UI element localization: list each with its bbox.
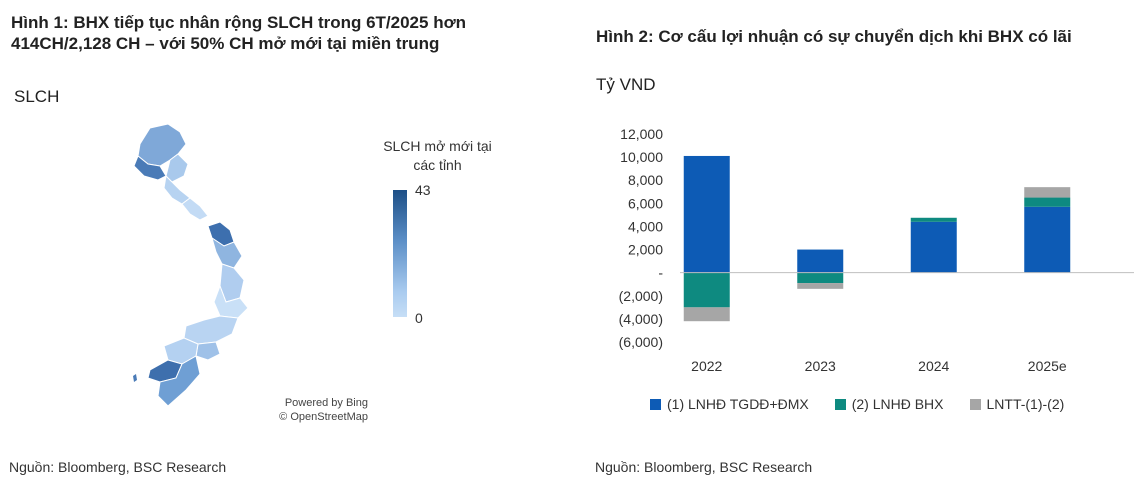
- y-tick-label: (4,000): [619, 311, 663, 327]
- figure2-title: Hình 2: Cơ cấu lợi nhuận có sự chuyển dị…: [596, 27, 1072, 46]
- x-tick-label: 2024: [918, 358, 949, 374]
- figure2-unit-label: Tỷ VND: [596, 75, 656, 94]
- map-attribution-osm: © OpenStreetMap: [279, 411, 368, 423]
- legend-item-series-2[interactable]: (2) LNHĐ BHX: [834, 396, 944, 412]
- x-tick-label: 2023: [805, 358, 836, 374]
- x-axis: 2022 2023 2024 2025e: [691, 358, 1067, 374]
- x-tick-label: 2022: [691, 358, 722, 374]
- legend-swatch-series-3: [969, 398, 981, 410]
- bar-2025e-series-2[interactable]: [1024, 197, 1071, 207]
- figure1-title: Hình 1: BHX tiếp tục nhân rộng SLCH tron…: [11, 13, 467, 53]
- legend-swatch-series-2: [834, 398, 846, 410]
- legend-label-series-3: LNTT-(1)-(2): [986, 396, 1065, 412]
- map-region-southeast[interactable]: [183, 315, 239, 345]
- map-region-thanh-hoa[interactable]: [163, 174, 191, 205]
- vietnam-map[interactable]: [120, 120, 380, 420]
- map-legend-title: SLCH mở mới tại các tỉnh: [383, 138, 492, 173]
- y-tick-label: 10,000: [620, 149, 663, 165]
- bar-2025e-series-3[interactable]: [1024, 187, 1071, 198]
- map-region-mekong-south[interactable]: [157, 355, 201, 407]
- y-tick-label: 12,000: [620, 126, 663, 142]
- x-tick-label: 2025e: [1028, 358, 1067, 374]
- map-legend-min: 0: [415, 310, 423, 326]
- figure1-panel: Hình 1: BHX tiếp tục nhân rộng SLCH tron…: [0, 0, 560, 487]
- figure2-panel: Hình 2: Cơ cấu lợi nhuận có sự chuyển dị…: [590, 0, 1134, 487]
- y-tick-label: 2,000: [628, 242, 663, 258]
- figure2-source: Nguồn: Bloomberg, BSC Research: [595, 459, 813, 475]
- map-region-hanoi[interactable]: [133, 155, 167, 181]
- bar-2023-series-1[interactable]: [797, 249, 844, 273]
- map-region-south-central[interactable]: [213, 284, 249, 319]
- y-tick-label: 6,000: [628, 195, 663, 211]
- map-region-hcmc[interactable]: [195, 341, 221, 361]
- map-region-nghe-an[interactable]: [181, 197, 209, 221]
- legend-label-series-2: (2) LNHĐ BHX: [851, 396, 944, 412]
- legend-item-series-1[interactable]: (1) LNHĐ TGDĐ+ĐMX: [650, 396, 809, 412]
- y-tick-label: 8,000: [628, 172, 663, 188]
- y-tick-label: (2,000): [619, 288, 663, 304]
- bar-2023-series-2[interactable]: [797, 272, 844, 284]
- map-region-quang-nam[interactable]: [207, 221, 235, 247]
- map-legend-max: 43: [415, 182, 431, 198]
- profit-structure-chart: 12,000 10,000 8,000 6,000 4,000 2,000 - (2,000)…: [619, 126, 1134, 374]
- y-tick-label: 4,000: [628, 218, 663, 234]
- y-axis: 12,000 10,000 8,000 6,000 4,000 2,000 - (2,000)…: [619, 126, 664, 350]
- legend-item-series-3[interactable]: LNTT-(1)-(2): [969, 396, 1065, 412]
- bar-2025e-series-1[interactable]: [1024, 206, 1071, 273]
- legend-swatch-series-1: [650, 398, 661, 410]
- bar-2022-series-2[interactable]: [683, 272, 730, 308]
- figure1-source: Nguồn: Bloomberg, BSC Research: [9, 459, 227, 475]
- bar-2022-series-1[interactable]: [683, 155, 730, 273]
- legend-label-series-1: (1) LNHĐ TGDĐ+ĐMX: [667, 396, 809, 412]
- y-tick-label: (6,000): [619, 334, 663, 350]
- map-region-central-highlands-north[interactable]: [211, 236, 243, 269]
- map-region-phu-quoc[interactable]: [133, 374, 137, 382]
- bar-2022-series-3[interactable]: [683, 307, 730, 322]
- bar-series-group: [683, 155, 1071, 322]
- map-attribution-bing: Powered by Bing: [284, 397, 368, 409]
- bar-2023-series-3[interactable]: [797, 283, 844, 289]
- figure1-unit-label: SLCH: [14, 87, 60, 106]
- bar-2024-series-1[interactable]: [910, 221, 957, 273]
- y-tick-label: -: [658, 265, 663, 281]
- chart-legend: (1) LNHĐ TGDĐ+ĐMX (2) LNHĐ BHX LNTT-(1)-…: [650, 396, 1090, 412]
- map-legend-color-scale: [393, 190, 407, 317]
- bar-2024-series-2[interactable]: [910, 217, 957, 222]
